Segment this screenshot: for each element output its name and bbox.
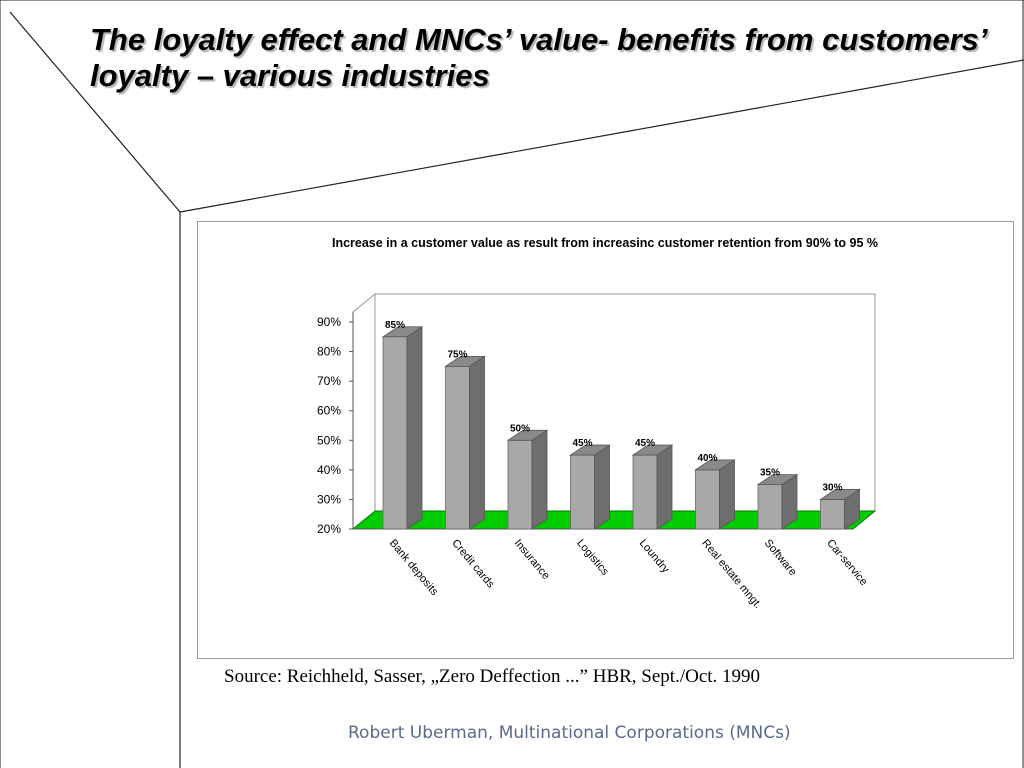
bar: [820, 499, 845, 530]
bar-value-label: 30%: [822, 482, 842, 493]
bar-chart: Increase in a customer value as result f…: [317, 236, 878, 611]
category-label: Real estate mngt.: [699, 537, 764, 611]
bar-top: [444, 355, 486, 367]
bar-value-label: 35%: [760, 468, 780, 479]
category-label: Car-service: [824, 537, 869, 588]
bar: [757, 484, 783, 530]
chart-panel: Increase in a customer value as result f…: [197, 221, 1014, 659]
category-label: Bank deposits: [387, 537, 441, 598]
source-citation: Source: Reichheld, Sasser, „Zero Deffect…: [224, 666, 761, 687]
plot-back-wall: [375, 293, 876, 511]
bar-value-label: 45%: [572, 438, 592, 449]
bar-value-label: 45%: [635, 438, 655, 449]
bar: [507, 439, 533, 530]
y-tick-label: 40%: [317, 463, 341, 477]
footer-text: Robert Uberman, Multinational Corporatio…: [348, 723, 791, 743]
bar: [445, 365, 470, 530]
bar: [632, 454, 658, 530]
bar-top: [381, 326, 424, 338]
bar-top: [819, 489, 861, 500]
category-label: Software: [762, 537, 799, 578]
y-tick-label: 80%: [317, 345, 341, 359]
chart-title: Increase in a customer value as result f…: [332, 236, 878, 250]
bar: [695, 469, 720, 530]
bar-side: [406, 326, 423, 530]
slide-title: The loyalty effect and MNCs’ value- bene…: [90, 22, 987, 93]
y-tick-label: 50%: [317, 433, 341, 447]
bar-side: [719, 459, 735, 530]
bar-value-label: 50%: [510, 423, 530, 434]
category-label: Insurance: [512, 537, 552, 582]
bar-side: [656, 444, 673, 530]
bar-top: [569, 444, 611, 456]
bar-value-label: 40%: [697, 453, 717, 464]
bar: [570, 454, 595, 530]
bar-top: [631, 444, 674, 456]
y-tick-label: 70%: [317, 374, 341, 388]
category-label: Logistics: [574, 537, 611, 578]
bar-side: [594, 444, 610, 530]
y-tick-label: 60%: [317, 404, 341, 418]
bar-side: [469, 355, 485, 530]
bar-top: [756, 474, 799, 486]
category-label: Credit cards: [449, 537, 497, 591]
plot-left-wall: [352, 292, 376, 529]
bar-top: [694, 459, 736, 471]
bar-side: [531, 429, 548, 530]
category-label: Loundry: [637, 537, 672, 576]
bar-top: [506, 429, 549, 441]
y-tick-label: 20%: [317, 522, 341, 536]
bar-value-label: 85%: [385, 320, 405, 331]
y-tick-label: 90%: [317, 315, 341, 329]
y-tick-label: 30%: [317, 492, 341, 506]
bar: [382, 336, 408, 530]
bar-value-label: 75%: [447, 349, 467, 360]
